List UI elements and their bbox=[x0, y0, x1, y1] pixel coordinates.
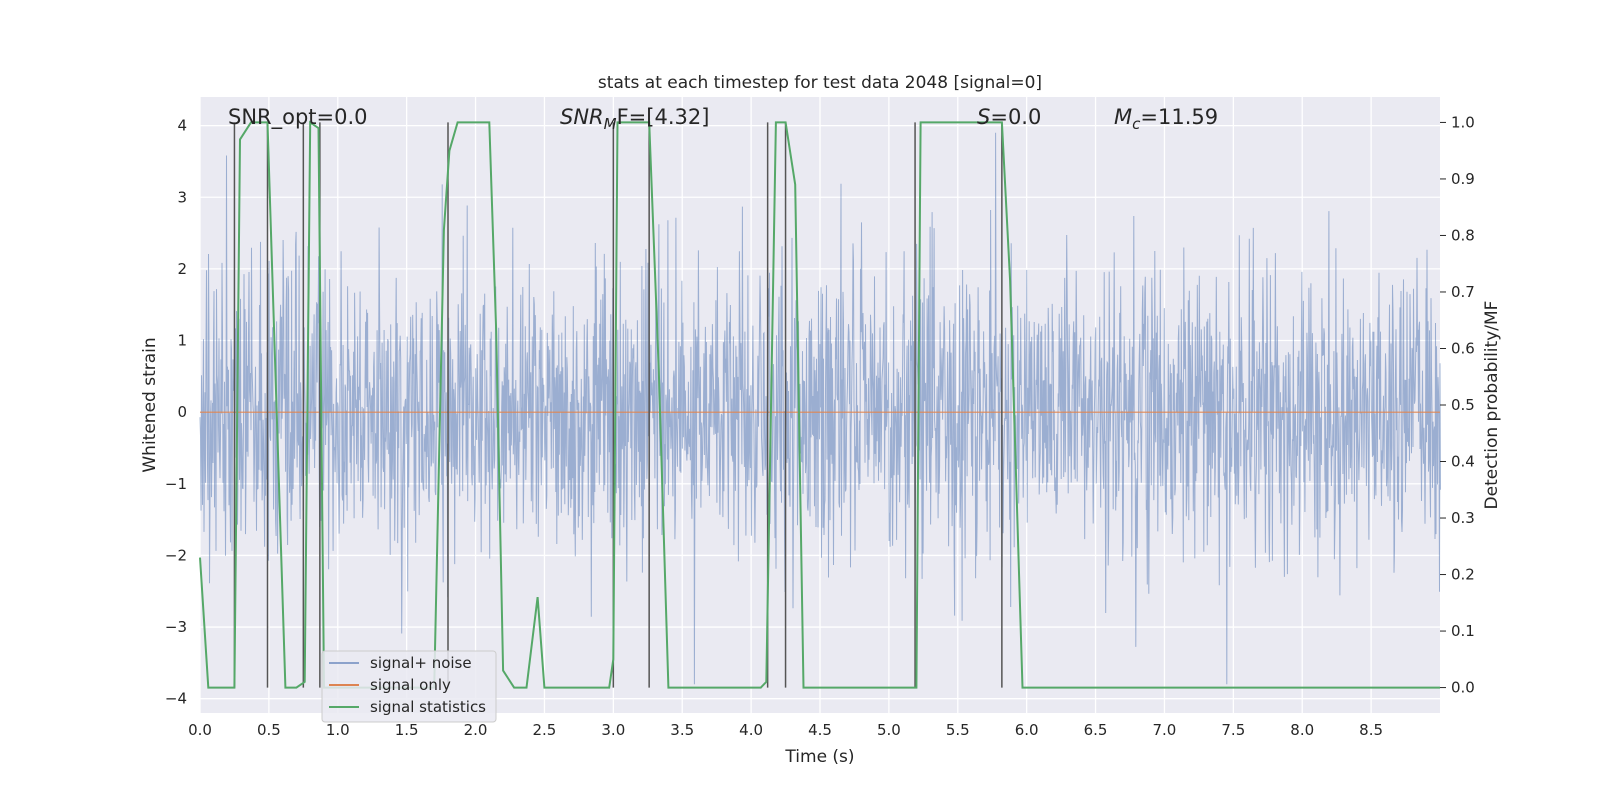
y-tick-label-8: 4 bbox=[177, 117, 187, 135]
y2-tick-labels: 0.0 0.1 0.2 0.3 0.4 0.5 0.6 0.7 0.8 0.9 1.0 bbox=[1440, 113, 1475, 697]
x-tick-label-6: 3.0 bbox=[601, 721, 625, 739]
signal-noise-series bbox=[199, 132, 1441, 685]
x-tick-label-0: 0.0 bbox=[188, 721, 212, 739]
x-tick-label-1: 0.5 bbox=[257, 721, 281, 739]
chart-title: stats at each timestep for test data 204… bbox=[598, 73, 1042, 93]
y2-tick-label-3: 0.3 bbox=[1451, 509, 1475, 527]
legend-entry-signal: signal only bbox=[370, 676, 451, 694]
x-tick-label-14: 7.0 bbox=[1153, 721, 1177, 739]
y2-tick-label-0: 0.0 bbox=[1451, 679, 1475, 697]
x-axis-label: Time (s) bbox=[784, 747, 854, 767]
x-tick-label-2: 1.0 bbox=[326, 721, 350, 739]
x-tick-label-10: 5.0 bbox=[877, 721, 901, 739]
y2-tick-label-4: 0.4 bbox=[1451, 453, 1475, 471]
legend-entry-noise: signal+ noise bbox=[370, 654, 472, 672]
y2-tick-label-8: 0.8 bbox=[1451, 226, 1475, 244]
y-tick-label-6: 2 bbox=[177, 260, 187, 278]
legend: signal+ noise signal only signal statist… bbox=[321, 650, 497, 723]
y2-axis-label: Detection probability/MF bbox=[1482, 301, 1502, 510]
mc-sub: c bbox=[1132, 115, 1141, 133]
y-tick-label-0: −4 bbox=[165, 690, 187, 708]
x-tick-label-7: 3.5 bbox=[670, 721, 694, 739]
y-tick-label-1: −3 bbox=[165, 618, 187, 636]
x-tick-label-3: 1.5 bbox=[395, 721, 419, 739]
snr-mf-main: SNR bbox=[560, 105, 604, 129]
snr-mf-rest: F=[4.32] bbox=[617, 105, 710, 129]
legend-box bbox=[321, 650, 497, 723]
snr-mf-sub: M bbox=[604, 115, 617, 133]
y2-tick-label-5: 0.5 bbox=[1451, 396, 1475, 414]
y-tick-label-3: −1 bbox=[165, 475, 187, 493]
x-tick-label-15: 7.5 bbox=[1221, 721, 1245, 739]
x-tick-label-11: 5.5 bbox=[946, 721, 970, 739]
y2-tick-label-7: 0.7 bbox=[1451, 283, 1475, 301]
y2-tick-label-2: 0.2 bbox=[1451, 566, 1475, 584]
y2-tick-label-1: 0.1 bbox=[1451, 622, 1475, 640]
x-tick-label-12: 6.0 bbox=[1015, 721, 1039, 739]
y-tick-labels: −4 −3 −2 −1 0 1 2 3 4 bbox=[165, 117, 187, 708]
x-tick-label-13: 6.5 bbox=[1084, 721, 1108, 739]
annotation-snr-opt: SNR_opt=0.0 bbox=[228, 105, 368, 130]
s-label: S bbox=[977, 105, 990, 129]
signal-noise-trace bbox=[199, 132, 1441, 685]
x-tick-label-17: 8.5 bbox=[1359, 721, 1383, 739]
y2-tick-label-6: 0.6 bbox=[1451, 339, 1475, 357]
x-tick-label-8: 4.0 bbox=[739, 721, 763, 739]
legend-entry-stats: signal statistics bbox=[370, 698, 486, 716]
y-tick-label-7: 3 bbox=[177, 188, 187, 206]
y-tick-label-5: 1 bbox=[177, 332, 187, 350]
y-tick-label-2: −2 bbox=[165, 546, 187, 564]
y2-tick-label-9: 0.9 bbox=[1451, 170, 1475, 188]
y-tick-label-4: 0 bbox=[177, 403, 187, 421]
x-tick-label-5: 2.5 bbox=[533, 721, 557, 739]
s-value: =0.0 bbox=[990, 105, 1041, 129]
mc-value: =11.59 bbox=[1140, 105, 1218, 129]
annotation-snr-mf: SNRMF=[4.32] bbox=[560, 105, 709, 133]
signal-statistics-line bbox=[199, 120, 1440, 689]
x-tick-label-4: 2.0 bbox=[464, 721, 488, 739]
y-axis-label: Whitened strain bbox=[140, 337, 160, 472]
annotation-mc: Mc=11.59 bbox=[1114, 105, 1218, 133]
x-tick-label-9: 4.5 bbox=[808, 721, 832, 739]
x-tick-label-16: 8.0 bbox=[1290, 721, 1314, 739]
y2-tick-label-10: 1.0 bbox=[1451, 113, 1475, 131]
mc-main: M bbox=[1114, 105, 1132, 129]
x-tick-labels: 0.0 0.5 1.0 1.5 2.0 2.5 3.0 3.5 4.0 4.5 5.0 5.5 6.0 6… bbox=[188, 721, 1383, 739]
annotation-s: S=0.0 bbox=[977, 105, 1041, 129]
